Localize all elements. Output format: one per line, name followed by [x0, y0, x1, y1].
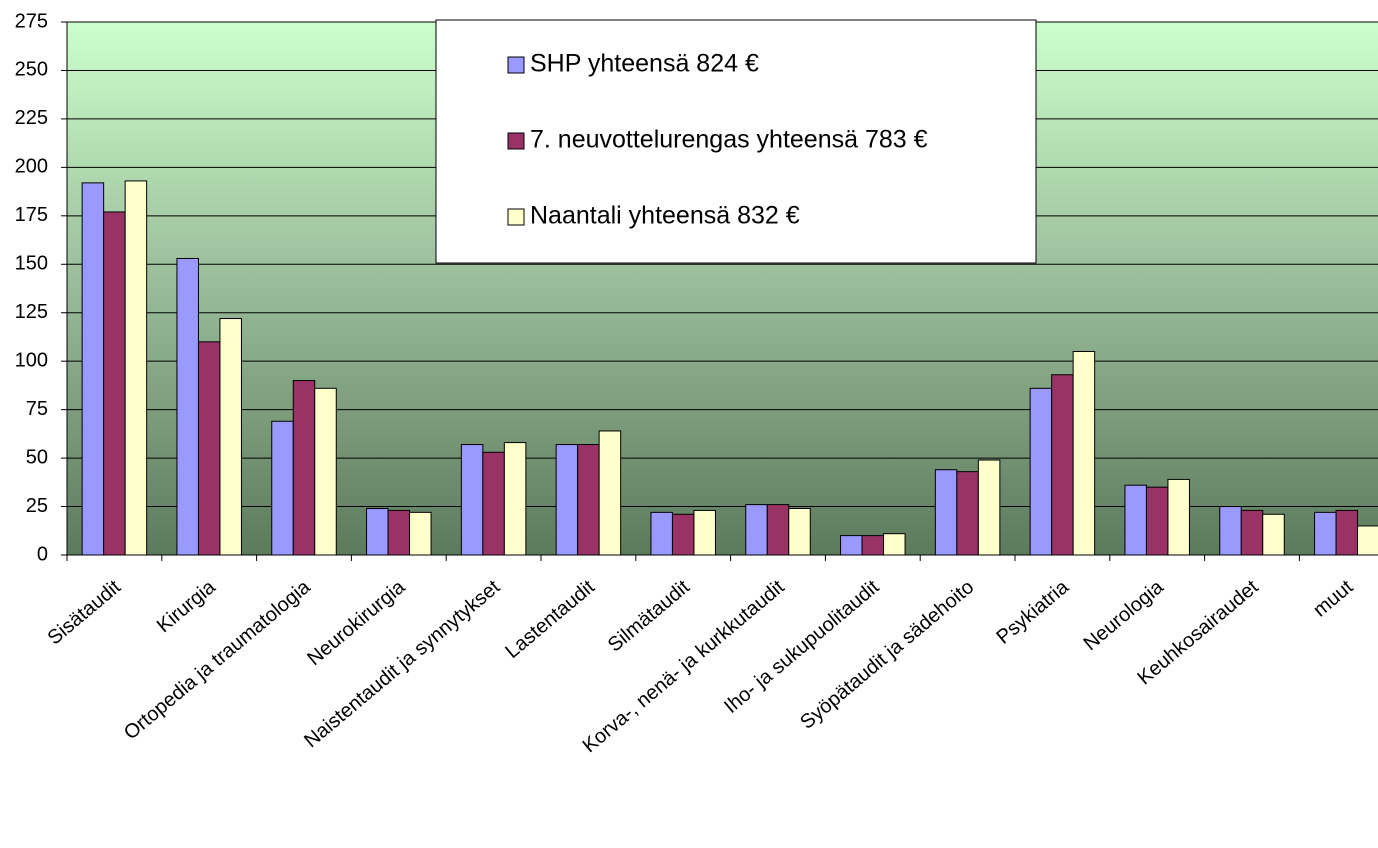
legend-swatch [507, 208, 525, 226]
bar [1072, 350, 1096, 556]
legend-label: SHP yhteensä 824 € [530, 50, 759, 78]
bar [314, 387, 337, 556]
bar [1029, 387, 1053, 556]
x-tick-label: Korva-, nenä- ja kurkkutaudit [579, 576, 789, 757]
y-tick-label: 50 [26, 446, 48, 468]
bar [1314, 511, 1337, 556]
bar [482, 451, 505, 556]
y-tick-label: 250 [15, 59, 48, 81]
x-tick-label: Naistentaudit ja synnytykset [300, 576, 504, 752]
bar [366, 507, 389, 556]
bar [861, 535, 885, 556]
bar [387, 509, 411, 556]
bar [977, 459, 1001, 556]
bar [577, 444, 600, 556]
bar [883, 533, 906, 556]
x-tick-label: Neurologia [1080, 575, 1169, 655]
bar [745, 504, 768, 556]
bar [1124, 484, 1147, 556]
bar [124, 180, 148, 556]
legend [435, 19, 1037, 264]
bar [503, 442, 527, 556]
bar [766, 504, 790, 556]
bar [650, 511, 673, 556]
bar [956, 471, 979, 556]
bar [1145, 486, 1169, 556]
bar [1167, 478, 1190, 556]
bar [555, 444, 579, 556]
legend-swatch [507, 132, 525, 150]
bar [197, 341, 221, 556]
bar [598, 430, 622, 556]
bars [81, 180, 1378, 556]
bar [1051, 374, 1074, 556]
bar [671, 513, 695, 556]
y-tick-label: 75 [26, 398, 48, 420]
y-tick-label: 150 [15, 253, 48, 275]
y-tick-label: 25 [26, 495, 48, 517]
x-tick-label: Kirurgia [153, 575, 221, 637]
x-tick-label: Ortopedia ja traumatologia [120, 575, 315, 744]
bar [934, 469, 958, 556]
y-tick-label: 225 [15, 107, 48, 129]
y-tick-label: 100 [15, 349, 48, 371]
x-tick-label: Iho- ja sukupuolitaudit [720, 576, 884, 718]
y-tick-label: 125 [15, 301, 48, 323]
bar [788, 507, 811, 556]
x-tick-label: Silmätaudit [604, 576, 694, 657]
bar [1240, 509, 1264, 556]
bar [1357, 525, 1378, 556]
bar [1219, 506, 1242, 556]
bar [271, 420, 294, 556]
x-tick-label: Psykiatria [992, 575, 1073, 648]
y-tick-label: 0 [37, 543, 48, 565]
bar [840, 535, 863, 556]
y-tick-label: 275 [15, 10, 48, 32]
bar [219, 318, 242, 556]
x-tick-label: muut [1309, 576, 1358, 622]
bar [1335, 509, 1359, 556]
bar [693, 509, 716, 556]
legend-label: 7. neuvottelurengas yhteensä 783 € [530, 126, 928, 154]
y-tick-label: 175 [15, 204, 48, 226]
x-tick-label: Lastentaudit [501, 576, 599, 663]
legend-swatch [507, 56, 525, 74]
bar [103, 211, 126, 556]
legend-items: SHP yhteensä 824 € 7. neuvottelurengas yh… [507, 50, 928, 230]
bar [176, 257, 199, 556]
bar [292, 380, 316, 556]
bar [81, 182, 105, 556]
bar [409, 511, 432, 556]
x-tick-label: Syöpätaudit ja sädehoito [796, 576, 978, 734]
x-tick-label: Sisätaudit [44, 576, 126, 650]
y-tick-label: 200 [15, 156, 48, 178]
legend-label: Naantali yhteensä 832 € [530, 202, 800, 230]
bar [1262, 513, 1285, 556]
bar [460, 444, 484, 556]
